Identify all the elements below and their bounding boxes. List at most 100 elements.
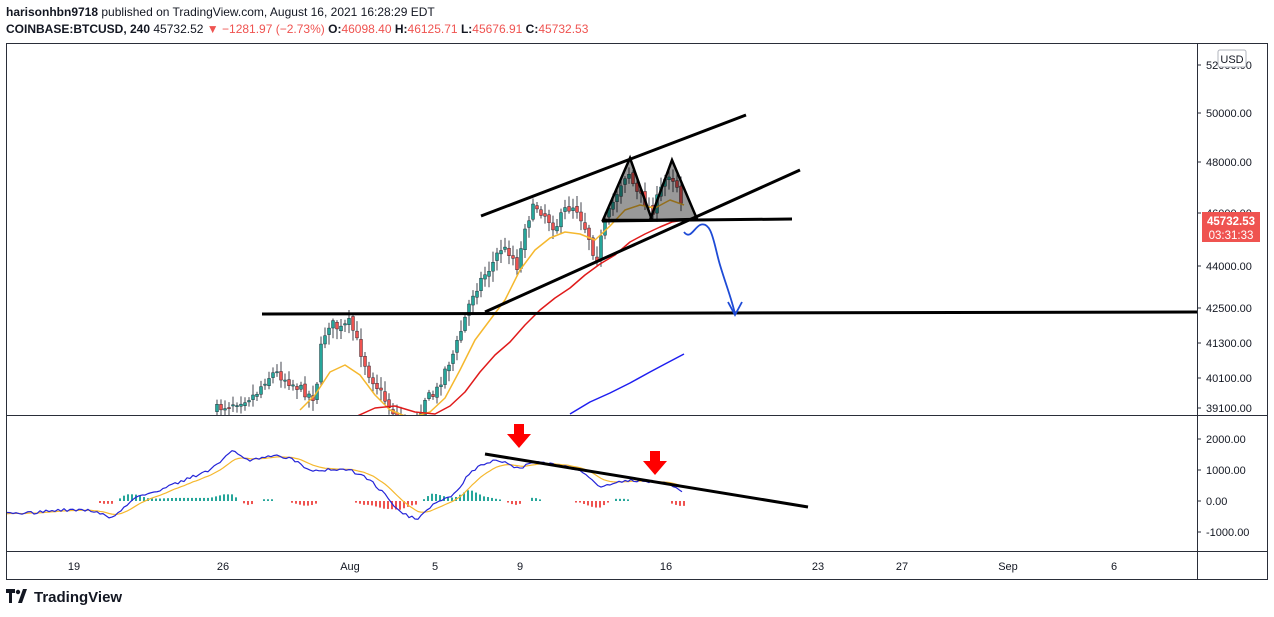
candle-body <box>675 180 679 188</box>
candle-body <box>223 408 227 411</box>
candle-body <box>375 383 379 389</box>
time-tick-label: 6 <box>1111 561 1117 573</box>
macd-tick-label: 2000.00 <box>1206 434 1246 446</box>
macd-histogram-bar <box>431 493 433 501</box>
time-tick-label: 26 <box>217 561 229 573</box>
candle-body <box>363 356 367 367</box>
candle-body <box>307 393 311 398</box>
macd-histogram-bar <box>175 497 177 501</box>
macd-histogram-bar <box>267 499 269 501</box>
candle-body <box>215 404 219 412</box>
candle-body <box>267 378 271 386</box>
candle-body <box>627 174 631 179</box>
macd-histogram-bar <box>363 501 365 505</box>
macd-histogram-bar <box>155 498 157 501</box>
macd-histogram-bar <box>511 501 513 505</box>
macd-histogram-bar <box>223 494 225 501</box>
candle-body <box>447 364 451 372</box>
published-text: published on TradingView.com, August 16,… <box>101 5 435 19</box>
candle-body <box>371 377 375 385</box>
candle-body <box>551 222 555 231</box>
currency-box[interactable] <box>1217 49 1247 68</box>
macd-histogram-bar <box>247 501 249 505</box>
macd-histogram-bar <box>263 499 265 501</box>
candle-body <box>519 248 523 269</box>
time-tick-label: 23 <box>812 561 824 573</box>
candle-body <box>623 178 627 185</box>
candle-body <box>671 178 675 182</box>
tradingview-brand: TradingView <box>34 589 123 606</box>
macd-histogram-bar <box>295 501 297 504</box>
candle-body <box>527 220 531 228</box>
macd-histogram-bar <box>375 501 377 507</box>
price-tick-label: 48000.00 <box>1206 157 1252 169</box>
candle-body <box>404 419 407 424</box>
candle-body <box>331 320 335 329</box>
macd-tick-label: -1000.00 <box>1206 527 1249 539</box>
candle-body <box>599 235 603 261</box>
candle-body <box>263 383 267 386</box>
time-tick-label: 19 <box>68 561 80 573</box>
price-tick-label: 40100.00 <box>1206 373 1252 385</box>
candle-body <box>303 383 307 398</box>
macd-histogram-bar <box>243 501 245 504</box>
candle-body <box>359 339 363 357</box>
macd-histogram-bar <box>459 494 461 501</box>
publisher-name[interactable]: harisonhbn9718 <box>6 5 99 19</box>
candle-body <box>439 384 443 387</box>
support-line-42500 <box>261 310 1197 316</box>
macd-histogram-bar <box>291 501 293 503</box>
macd-histogram-bar <box>379 501 381 508</box>
price-change: −1281.97 (−2.73%) <box>222 22 325 36</box>
candle-body <box>543 213 547 217</box>
macd-histogram-bar <box>499 499 501 501</box>
candle-body <box>335 322 339 330</box>
macd-histogram-bar <box>675 501 677 505</box>
candle-body <box>631 172 635 184</box>
symbol-name[interactable]: COINBASE:BTCUSD, 240 <box>6 22 151 36</box>
candle-body <box>295 386 299 390</box>
macd-histogram-bar <box>235 497 237 501</box>
candle-body <box>511 255 515 259</box>
down-triangle-icon: ▼ <box>206 22 219 36</box>
macd-histogram-bar <box>215 496 217 501</box>
macd-histogram-bar <box>463 492 465 501</box>
macd-histogram-bar <box>403 501 405 509</box>
candle-body <box>251 394 255 400</box>
macd-histogram-bar <box>203 497 205 501</box>
macd-histogram-bar <box>467 490 469 501</box>
candle-body <box>291 384 295 387</box>
candle-body <box>355 330 359 339</box>
candle-body <box>615 194 619 202</box>
countdown-timer: 03:31:33 <box>1209 230 1254 242</box>
price-tick-label: 39100.00 <box>1206 403 1252 415</box>
macd-histogram-bar <box>495 498 497 501</box>
macd-histogram-bar <box>183 497 185 501</box>
macd-histogram-bar <box>583 501 585 504</box>
candle-body <box>279 371 283 381</box>
down-arrow-icon <box>643 451 667 475</box>
tradingview-footer[interactable]: TradingView <box>6 589 122 606</box>
candle-body <box>275 371 279 374</box>
macd-histogram-bar <box>127 494 129 501</box>
macd-histogram-bar <box>367 501 369 505</box>
symbol-legend: COINBASE:BTCUSD, 240 45732.52 ▼ −1281.97… <box>6 22 588 36</box>
macd-histogram-bar <box>251 501 253 505</box>
candle-body <box>351 316 355 331</box>
down-arrow-icon <box>507 424 531 448</box>
candle-body <box>327 327 331 335</box>
macd-histogram-bar <box>479 494 481 501</box>
candle-body <box>408 420 411 425</box>
candle-body <box>323 335 327 345</box>
macd-histogram-bar <box>307 501 309 506</box>
macd-histogram-bar <box>531 497 533 501</box>
candle-body <box>539 209 543 216</box>
macd-histogram-bar <box>231 494 233 501</box>
candle-body <box>227 407 231 409</box>
candle-body <box>535 205 539 210</box>
candle-body <box>459 331 463 341</box>
candle-body <box>491 262 495 272</box>
macd-histogram-bar <box>111 501 113 504</box>
chart-frame <box>6 43 1268 580</box>
